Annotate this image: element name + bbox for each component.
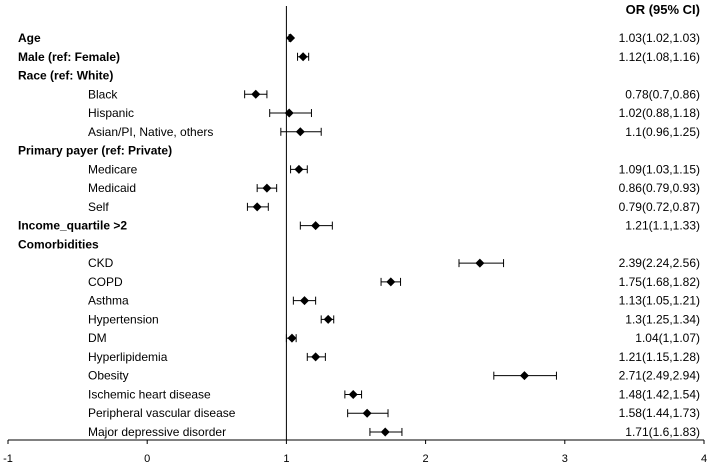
or-ci-value: 1.04(1,1.07)	[635, 331, 700, 345]
x-axis-ticks: -1 0 1 2 3 4	[3, 440, 707, 465]
or-point-marker	[251, 89, 261, 99]
group-label: Race (ref: White)	[18, 69, 113, 83]
x-tick-label: 2	[423, 453, 429, 465]
row-label: Male (ref: Female)	[18, 50, 120, 64]
or-point-marker	[386, 277, 396, 287]
row-label: Medicare	[88, 162, 138, 176]
row-label: Income_quartile >2	[18, 219, 127, 233]
row-label: Asthma	[88, 294, 129, 308]
row-label: CKD	[88, 256, 114, 270]
or-ci-value: 1.12(1.08,1.16)	[619, 50, 700, 64]
or-point-marker	[475, 258, 485, 268]
or-ci-value: 2.39(2.24,2.56)	[619, 256, 700, 270]
or-point-marker	[295, 127, 305, 137]
or-point-marker	[380, 427, 390, 437]
or-ci-value: 0.78(0.7,0.86)	[625, 87, 700, 101]
x-tick-label: -1	[3, 453, 13, 465]
or-point-marker	[299, 296, 309, 306]
x-tick-label: 4	[701, 453, 707, 465]
or-point-marker	[287, 333, 297, 343]
x-tick-label: 3	[562, 453, 568, 465]
or-ci-header: OR (95% CI)	[626, 2, 700, 17]
or-point-marker	[284, 108, 294, 118]
forest-rows: Age 1.03(1.02,1.03) Male (ref: Female) 1.12…	[18, 31, 700, 439]
row-label: COPD	[88, 275, 123, 289]
or-ci-value: 0.86(0.79,0.93)	[619, 181, 700, 195]
or-ci-value: 1.3(1.25,1.34)	[625, 312, 700, 326]
or-ci-value: 1.1(0.96,1.25)	[625, 125, 700, 139]
or-ci-value: 1.21(1.1,1.33)	[625, 219, 700, 233]
x-tick-label: 1	[283, 453, 289, 465]
row-label: Hyperlipidemia	[88, 350, 168, 364]
row-label: Medicaid	[88, 181, 136, 195]
or-point-marker	[262, 183, 272, 193]
row-label: Self	[88, 200, 109, 214]
or-point-marker	[323, 314, 333, 324]
row-label: Age	[18, 31, 41, 45]
or-point-marker	[294, 164, 304, 174]
row-label: Hispanic	[88, 106, 134, 120]
or-point-marker	[348, 389, 358, 399]
or-point-marker	[311, 221, 321, 231]
or-ci-value: 1.13(1.05,1.21)	[619, 294, 700, 308]
or-ci-value: 1.09(1.03,1.15)	[619, 162, 700, 176]
or-point-marker	[362, 408, 372, 418]
or-ci-value: 1.58(1.44,1.73)	[619, 406, 700, 420]
or-ci-value: 1.48(1.42,1.54)	[619, 387, 700, 401]
or-ci-value: 1.03(1.02,1.03)	[619, 31, 700, 45]
or-ci-value: 0.79(0.72,0.87)	[619, 200, 700, 214]
row-label: Asian/PI, Native, others	[88, 125, 213, 139]
row-label: Black	[88, 87, 118, 101]
row-label: DM	[88, 331, 107, 345]
row-label: Major depressive disorder	[88, 425, 226, 439]
row-label: Hypertension	[88, 312, 159, 326]
or-ci-value: 1.21(1.15,1.28)	[619, 350, 700, 364]
or-ci-value: 1.71(1.6,1.83)	[625, 425, 700, 439]
or-point-marker	[311, 352, 321, 362]
or-ci-value: 2.71(2.49,2.94)	[619, 369, 700, 383]
or-point-marker	[252, 202, 262, 212]
or-point-marker	[286, 33, 296, 43]
or-ci-value: 1.75(1.68,1.82)	[619, 275, 700, 289]
x-tick-label: 0	[144, 453, 150, 465]
or-ci-value: 1.02(0.88,1.18)	[619, 106, 700, 120]
or-point-marker	[519, 371, 529, 381]
row-label: Ischemic heart disease	[88, 387, 211, 401]
group-label: Comorbidities	[18, 237, 99, 251]
group-label: Primary payer (ref: Private)	[18, 144, 172, 158]
or-point-marker	[298, 52, 308, 62]
row-label: Peripheral vascular disease	[88, 406, 236, 420]
row-label: Obesity	[88, 369, 129, 383]
